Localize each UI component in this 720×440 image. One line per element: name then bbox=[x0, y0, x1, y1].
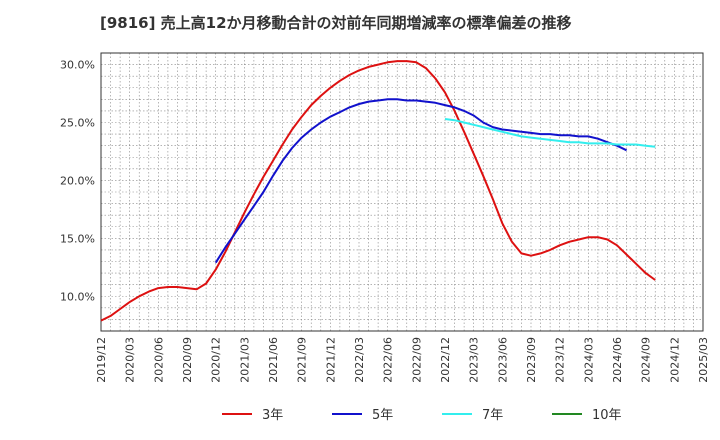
x-tick-label: 2021/09 bbox=[296, 337, 309, 383]
x-tick-label: 2022/06 bbox=[382, 337, 395, 383]
x-tick-label: 2022/03 bbox=[353, 337, 366, 383]
x-tick-label: 2023/09 bbox=[525, 337, 538, 383]
x-tick-label: 2024/03 bbox=[582, 337, 595, 383]
x-tick-label: 2024/12 bbox=[668, 337, 681, 383]
y-tick-label: 10.0% bbox=[60, 290, 95, 303]
x-axis: 2019/12 2020/03 2020/06 2020/09 2020/12 2021/… bbox=[95, 337, 710, 383]
x-tick-label: 2020/03 bbox=[124, 337, 137, 383]
series-lines bbox=[100, 60, 656, 322]
legend-label: 3年 bbox=[262, 408, 283, 423]
y-tick-label: 25.0% bbox=[60, 117, 95, 130]
x-tick-label: 2022/09 bbox=[410, 337, 423, 383]
x-tick-label: 2020/09 bbox=[181, 337, 194, 383]
series-line bbox=[100, 60, 656, 322]
legend-label: 10年 bbox=[592, 408, 622, 423]
x-tick-label: 2025/03 bbox=[697, 337, 710, 383]
chart-title: [9816] 売上高12か月移動合計の対前年同期増減率の標準偏差の推移 bbox=[100, 14, 572, 32]
x-tick-label: 2023/03 bbox=[468, 337, 481, 383]
x-tick-label: 2024/09 bbox=[640, 337, 653, 383]
x-tick-label: 2019/12 bbox=[95, 337, 108, 383]
legend-label: 5年 bbox=[372, 408, 393, 423]
grid-lines bbox=[100, 52, 704, 332]
x-tick-label: 2022/12 bbox=[439, 337, 452, 383]
x-tick-label: 2021/06 bbox=[267, 337, 280, 383]
x-tick-label: 2023/12 bbox=[554, 337, 567, 383]
series-line bbox=[214, 98, 628, 264]
y-axis: 10.0% 15.0% 20.0% 25.0% 30.0% bbox=[60, 59, 95, 304]
legend-label: 7年 bbox=[482, 408, 503, 423]
x-tick-label: 2021/12 bbox=[324, 337, 337, 383]
x-tick-label: 2024/06 bbox=[611, 337, 624, 383]
x-tick-label: 2023/06 bbox=[496, 337, 509, 383]
plot-border bbox=[100, 52, 704, 332]
legend: 3年 5年 7年 10年 bbox=[222, 408, 622, 423]
y-tick-label: 15.0% bbox=[60, 232, 95, 245]
series-line bbox=[444, 118, 656, 148]
plot-frame bbox=[100, 52, 704, 332]
x-tick-label: 2020/12 bbox=[210, 337, 223, 383]
y-tick-label: 30.0% bbox=[60, 59, 95, 72]
x-tick-label: 2021/03 bbox=[238, 337, 251, 383]
x-tick-label: 2020/06 bbox=[152, 337, 165, 383]
y-tick-label: 20.0% bbox=[60, 174, 95, 187]
